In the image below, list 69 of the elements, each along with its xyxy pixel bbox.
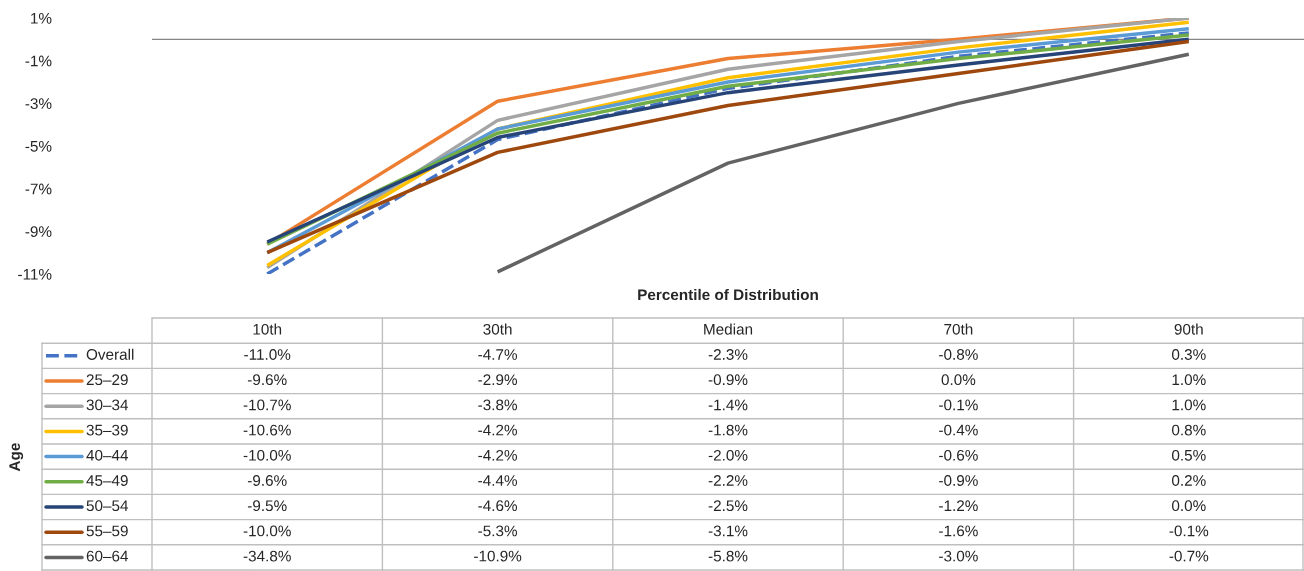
legend-title: Age — [9, 443, 24, 472]
data-label: -1.4% — [708, 399, 748, 411]
data-label: -2.0% — [708, 449, 748, 461]
data-label: -10.6% — [243, 424, 291, 436]
data-label: -4.4% — [478, 475, 518, 486]
data-label: -0.8% — [939, 349, 978, 360]
data-label: -0.9% — [939, 475, 978, 486]
data-label: 0.3% — [1171, 349, 1206, 360]
y-tick-label: 1% — [31, 12, 52, 24]
legend-label: 40–44 — [86, 449, 129, 461]
data-label: -11.0% — [244, 349, 291, 360]
data-label: -3.1% — [708, 525, 748, 537]
data-label: 0.0% — [941, 374, 976, 386]
data-label: 0.2% — [1171, 475, 1206, 486]
data-label: -1.2% — [939, 500, 978, 512]
data-label: -0.1% — [1169, 525, 1209, 537]
legend-label: 35–39 — [86, 424, 128, 436]
data-label: -0.9% — [708, 374, 748, 386]
legend-label: 30–34 — [86, 399, 129, 411]
y-tick-label: -3% — [25, 98, 52, 110]
x-tick-label: 70th — [944, 323, 973, 335]
data-label: -4.6% — [478, 500, 518, 512]
data-label: -0.4% — [939, 424, 978, 436]
data-label: 1.0% — [1172, 374, 1206, 386]
legend-label: 25–29 — [86, 374, 128, 386]
data-label: -2.9% — [478, 374, 518, 386]
data-label: -9.5% — [247, 500, 287, 512]
legend-label: 60–64 — [86, 550, 129, 562]
data-label: -10.9% — [474, 550, 522, 562]
x-tick-label: 30th — [483, 323, 512, 335]
legend-label: 50–54 — [86, 500, 129, 512]
data-label: -2.2% — [708, 475, 748, 486]
text: -34.8% — [243, 550, 291, 562]
data-label: -0.1% — [939, 399, 978, 411]
data-label: -5.3% — [478, 525, 518, 537]
data-label: -4.2% — [478, 449, 518, 461]
y-tick-label: -7% — [25, 183, 52, 195]
data-label: -9.6% — [247, 374, 287, 386]
data-label: 0.8% — [1171, 424, 1206, 436]
legend-label: Overall — [86, 348, 134, 360]
data-label: 0.0% — [1171, 500, 1206, 512]
data-label: -4.2% — [478, 424, 518, 436]
data-label: -9.6% — [247, 475, 287, 486]
x-tick-label: Median — [704, 323, 753, 335]
x-tick-label: 10th — [253, 323, 282, 335]
data-label: -0.7% — [1169, 550, 1209, 562]
legend-label: 55–59 — [86, 525, 128, 537]
data-label: -10.0% — [243, 525, 291, 537]
data-label: -0.6% — [939, 449, 978, 461]
y-tick-label: -1% — [25, 55, 52, 67]
data-label: -2.5% — [708, 500, 748, 512]
y-tick-label: -5% — [25, 140, 52, 152]
data-label: -1.6% — [939, 525, 978, 537]
data-label: -5.8% — [708, 550, 748, 562]
line-series — [495, 52, 1191, 274]
legend-label: 45–49 — [86, 475, 128, 486]
data-label: -10.7% — [243, 399, 291, 411]
x-tick-label: 90th — [1174, 323, 1203, 335]
data-label: -1.8% — [708, 424, 748, 436]
data-label: -4.7% — [478, 349, 518, 360]
data-label: -3.8% — [478, 399, 518, 411]
data-label: -10.0% — [243, 449, 291, 461]
data-label: -2.3% — [708, 349, 748, 360]
data-label: 1.0% — [1172, 399, 1206, 411]
y-tick-label: -11% — [18, 268, 52, 280]
data-label: 0.5% — [1171, 449, 1206, 461]
data-label: -3.0% — [939, 550, 978, 562]
y-tick-label: -9% — [25, 226, 52, 238]
x-axis-title: Percentile of Distribution — [638, 288, 818, 301]
